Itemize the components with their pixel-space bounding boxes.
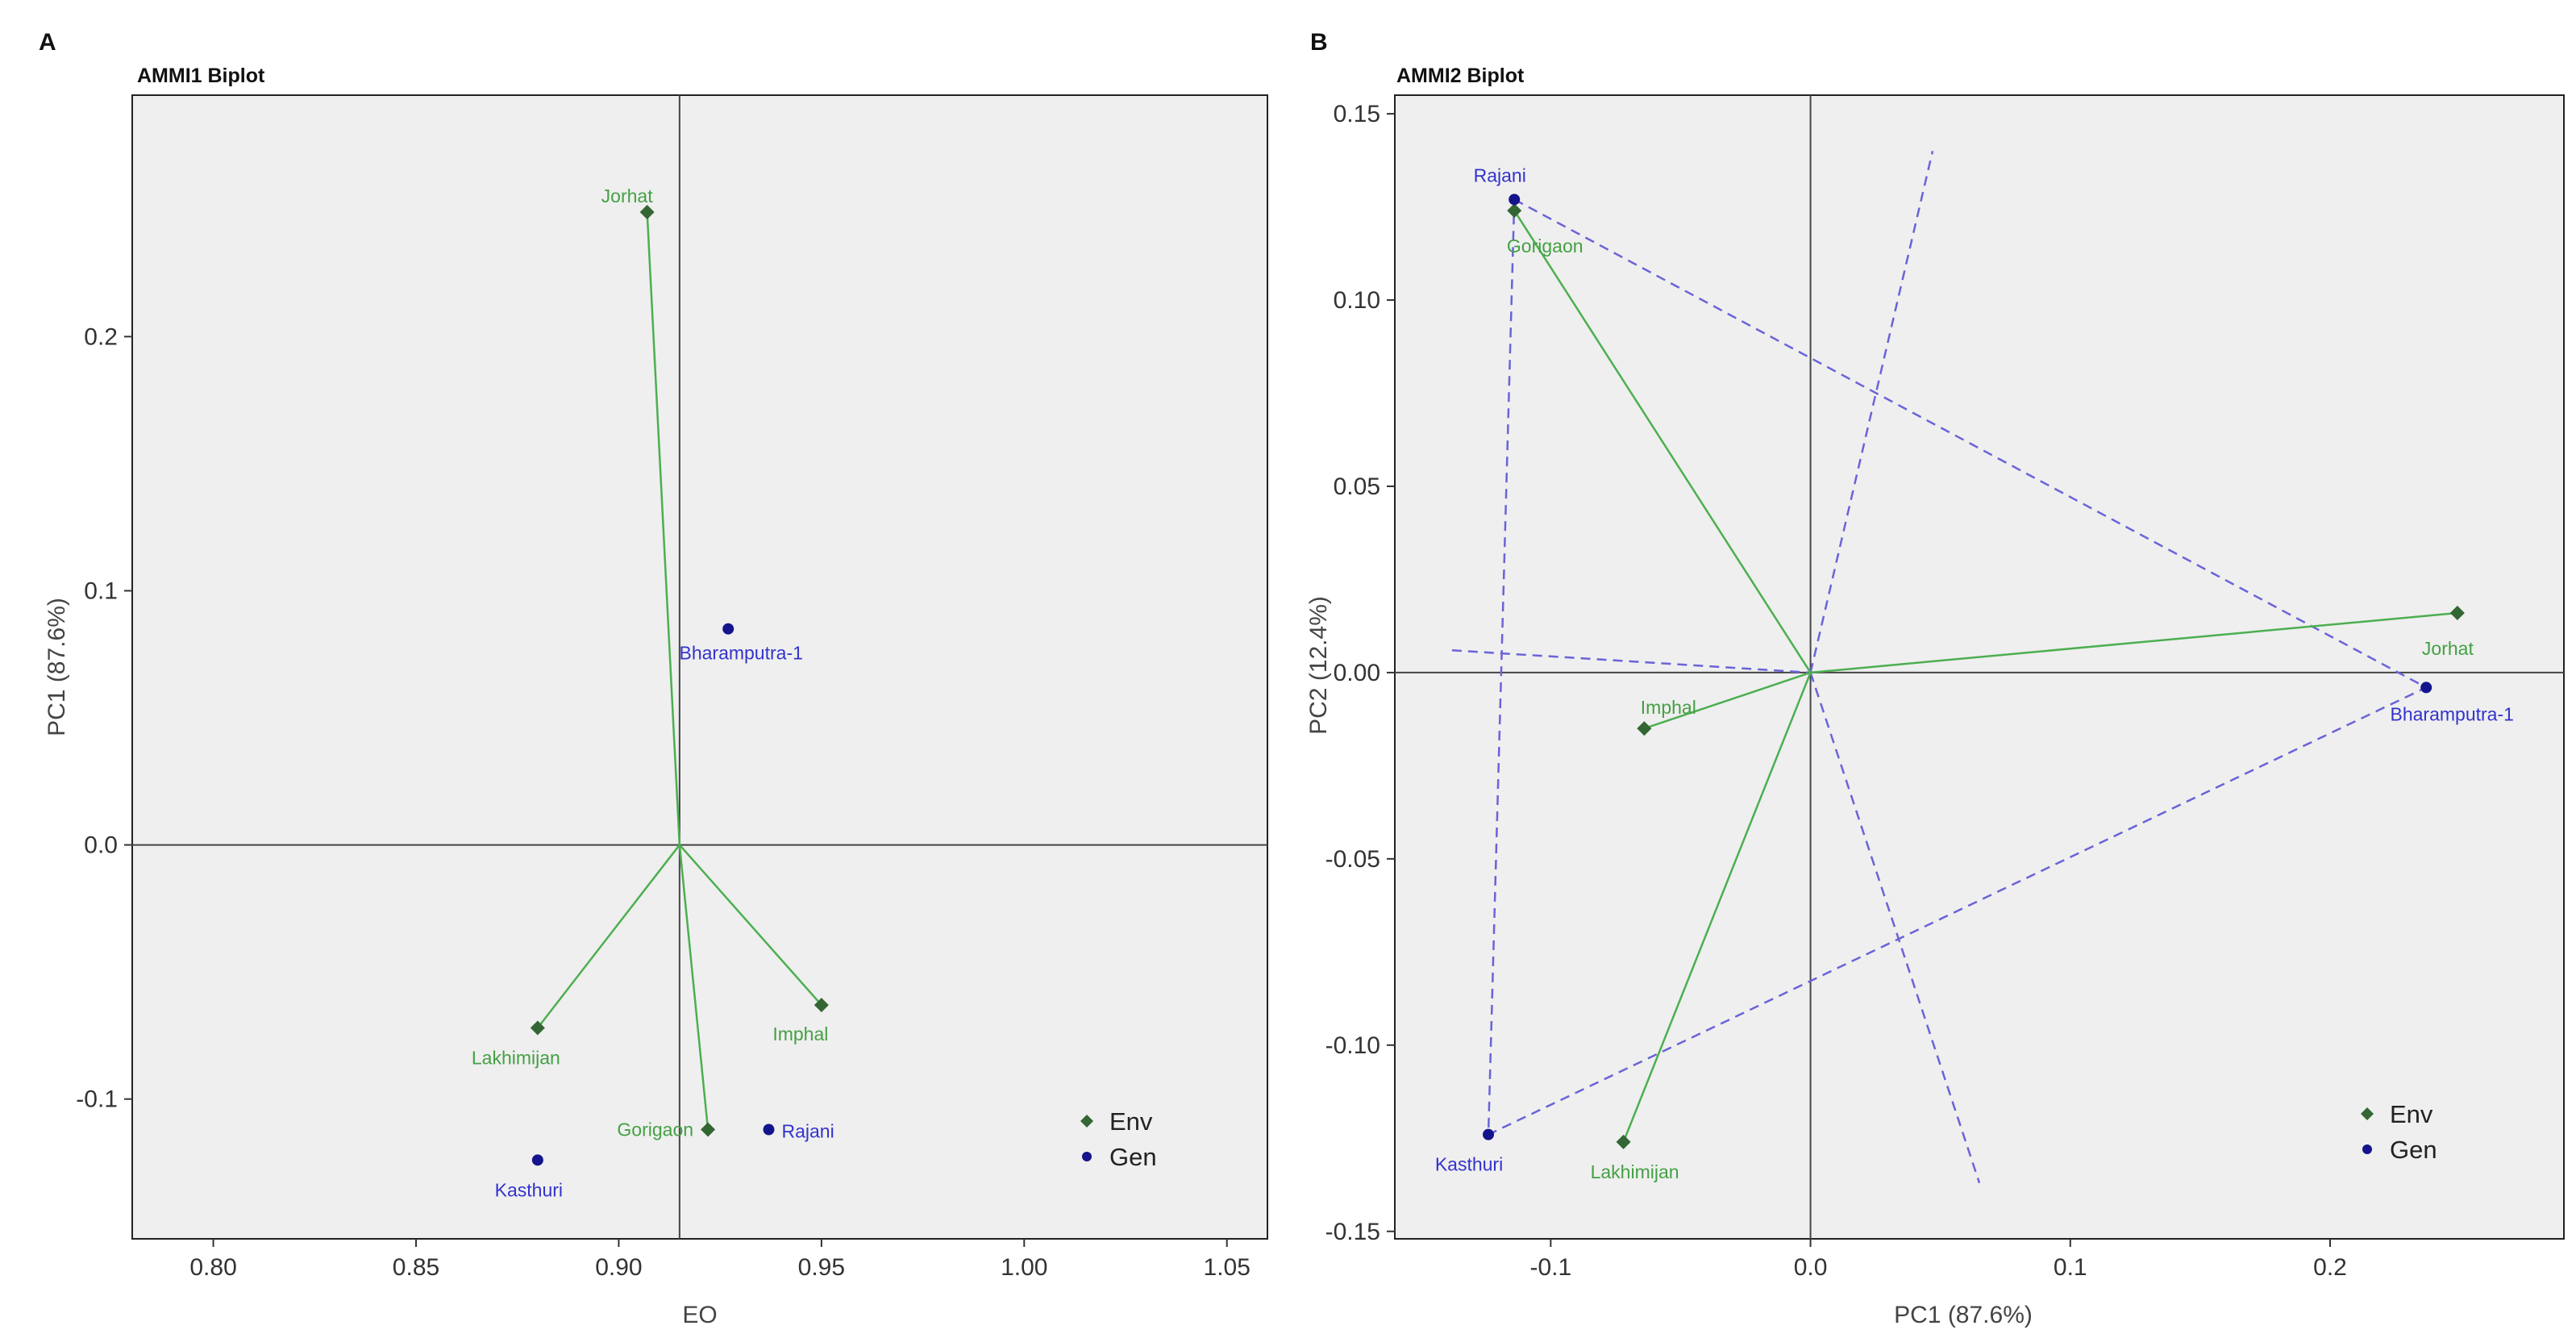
- sector-line: [1451, 648, 1811, 674]
- legend-env-marker: [1080, 1115, 1093, 1128]
- panel-b: B AMMI2 Biplot -0.1 0.0 0.1 0.2 -0.15 -0.10 -0.0…: [1305, 29, 2565, 1328]
- env-point-jorhat: [639, 204, 655, 219]
- y-tick-label: 0.0: [84, 832, 118, 859]
- legend: Env Gen: [1080, 1107, 1157, 1171]
- plot-area: [1394, 94, 2565, 1240]
- env-vector-imphal: [678, 844, 822, 1006]
- gen-label-kasthuri: Kasthuri: [495, 1179, 563, 1200]
- gen-label-rajani: Rajani: [1474, 165, 1526, 186]
- gen-point-rajani: [1509, 194, 1521, 206]
- env-point-lakhimijan: [1616, 1134, 1631, 1149]
- x-tick-label: 0.90: [595, 1254, 642, 1281]
- y-tick-label: 0.1: [84, 577, 118, 604]
- y-tick-label: 0.15: [1334, 101, 1380, 127]
- env-point-gorigaon: [701, 1122, 716, 1137]
- plot-area: [131, 94, 1268, 1240]
- legend-gen-marker: [1082, 1152, 1092, 1161]
- env-label-gorigaon: Gorigaon: [1507, 236, 1583, 256]
- legend-label-gen: Gen: [2390, 1136, 2437, 1164]
- sector-line: [1809, 150, 1934, 673]
- env-label-jorhat: Jorhat: [2422, 638, 2474, 659]
- gen-label-bharamputra-1: Bharamputra-1: [679, 643, 802, 664]
- env-point-gorigaon: [1507, 203, 1522, 219]
- x-tick-label: 0.85: [393, 1254, 439, 1281]
- env-label-imphal: Imphal: [772, 1023, 828, 1044]
- gen-label-kasthuri: Kasthuri: [1435, 1154, 1503, 1175]
- y-tick-label: 0.00: [1334, 660, 1380, 686]
- y-axis-label: PC1 (87.6%): [44, 598, 70, 736]
- gen-label-rajani: Rajani: [781, 1121, 834, 1142]
- plot-title: AMMI2 Biplot: [1396, 65, 1525, 87]
- convex-hull-polygon: [1487, 198, 2428, 1136]
- gen-point-rajani: [763, 1123, 775, 1136]
- env-label-imphal: Imphal: [1641, 697, 1696, 718]
- env-vector-gorigaon: [678, 844, 710, 1130]
- y-tick-label: -0.1: [76, 1086, 118, 1113]
- y-tick-label: 0.10: [1334, 287, 1380, 314]
- gen-label-bharamputra-1: Bharamputra-1: [2391, 703, 2514, 724]
- x-tick-label: 0.1: [2054, 1254, 2087, 1281]
- y-tick-label: 0.2: [84, 323, 118, 350]
- x-tick-label: 0.0: [1794, 1254, 1828, 1281]
- env-point-imphal: [1637, 721, 1652, 736]
- gen-point-bharamputra-1: [2420, 682, 2432, 694]
- sector-line: [1809, 672, 1981, 1184]
- x-tick-label: 1.05: [1204, 1254, 1251, 1281]
- panel-letter: B: [1310, 29, 1328, 56]
- y-tick-label: -0.05: [1325, 846, 1380, 873]
- env-label-jorhat: Jorhat: [601, 186, 654, 206]
- env-label-gorigaon: Gorigaon: [617, 1119, 693, 1140]
- env-label-lakhimijan: Lakhimijan: [1591, 1161, 1679, 1182]
- env-vector-gorigaon: [1513, 210, 1812, 673]
- x-tick-label: 0.95: [798, 1254, 845, 1281]
- y-axis-label: PC2 (12.4%): [1305, 596, 1332, 735]
- legend-label-env: Env: [1109, 1107, 1153, 1136]
- x-tick-label: 1.00: [1001, 1254, 1047, 1281]
- x-tick-label: 0.2: [2313, 1254, 2347, 1281]
- env-vector-jorhat: [1810, 611, 2458, 674]
- x-tick-label: -0.1: [1529, 1254, 1571, 1281]
- legend: Env Gen: [2361, 1100, 2437, 1164]
- x-axis-label: EO: [682, 1302, 717, 1328]
- gen-point-bharamputra-1: [722, 623, 735, 635]
- env-vector-lakhimijan: [1622, 672, 1812, 1143]
- env-vector-lakhimijan: [536, 844, 680, 1029]
- legend-env-marker: [2361, 1107, 2374, 1120]
- env-label-lakhimijan: Lakhimijan: [472, 1047, 560, 1068]
- y-tick-label: -0.15: [1325, 1219, 1380, 1245]
- y-tick-label: 0.05: [1334, 473, 1380, 500]
- legend-gen-marker: [2362, 1144, 2372, 1154]
- env-point-imphal: [814, 998, 829, 1013]
- x-axis-label: PC1 (87.6%): [1894, 1302, 2033, 1328]
- panel-letter: A: [39, 29, 56, 56]
- gen-point-kasthuri: [1483, 1128, 1494, 1140]
- plot-title: AMMI1 Biplot: [137, 65, 265, 87]
- gen-point-kasthuri: [531, 1154, 543, 1166]
- env-vector-jorhat: [646, 211, 681, 845]
- x-tick-label: 0.80: [189, 1254, 236, 1281]
- panel-a: A AMMI1 Biplot 0.80 0.85 0.90 0.95 1.00 1.05 -0.…: [39, 29, 1268, 1328]
- env-point-lakhimijan: [530, 1020, 545, 1036]
- env-vector-imphal: [1643, 671, 1811, 730]
- env-point-jorhat: [2449, 606, 2465, 621]
- legend-label-env: Env: [2390, 1100, 2433, 1128]
- legend-label-gen: Gen: [1109, 1143, 1157, 1171]
- y-tick-label: -0.10: [1325, 1032, 1380, 1059]
